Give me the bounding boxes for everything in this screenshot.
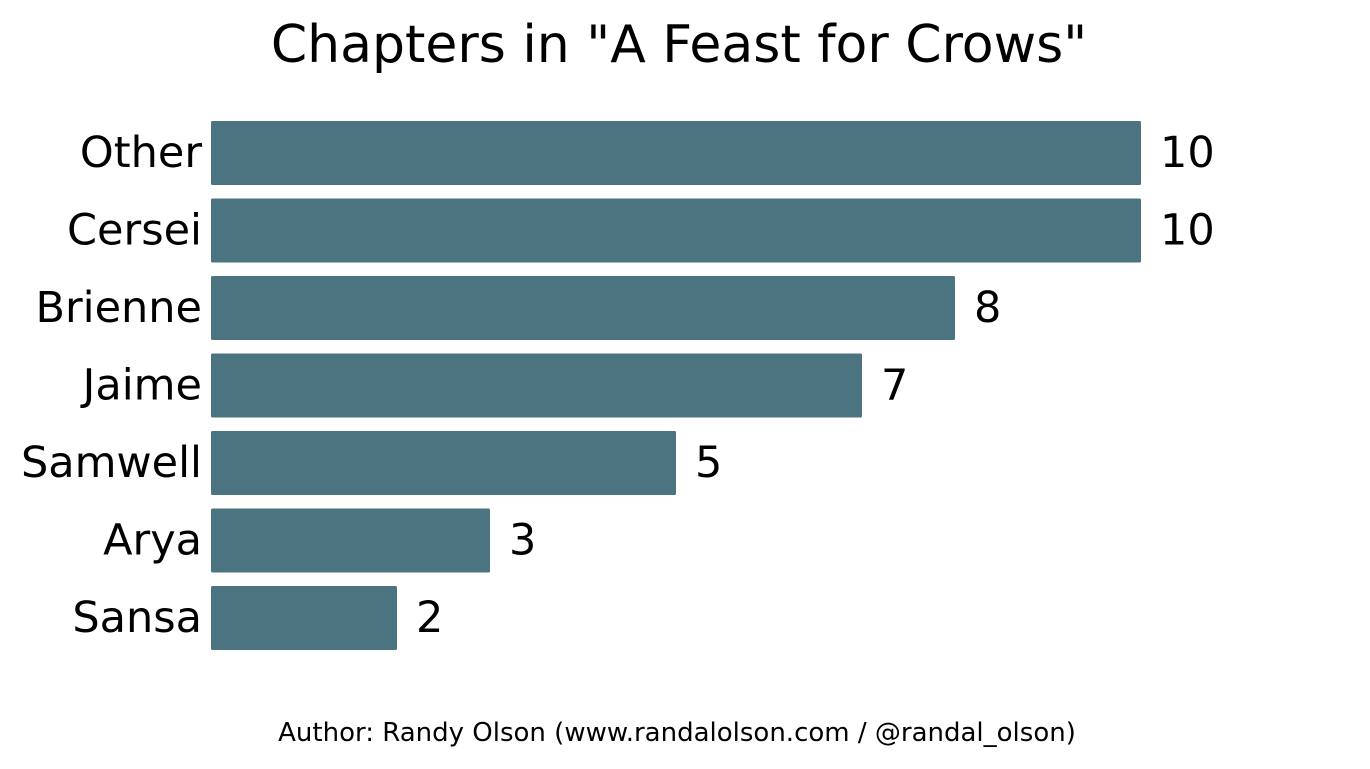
bars-group: [211, 121, 1141, 650]
category-label-brienne: Brienne: [35, 283, 202, 333]
value-label-sansa: 2: [416, 593, 443, 643]
value-label-samwell: 5: [695, 438, 722, 488]
bar-samwell: [211, 431, 676, 495]
category-label-other: Other: [80, 128, 202, 178]
bar-cersei: [211, 198, 1141, 263]
bar-arya: [211, 508, 490, 573]
value-label-jaime: 7: [881, 361, 908, 411]
category-label-arya: Arya: [103, 516, 202, 566]
author-credit: Author: Randy Olson (www.randalolson.com…: [278, 718, 1076, 748]
bar-jaime: [211, 353, 862, 418]
bar-sansa: [211, 586, 397, 650]
category-labels-group: Other Cersei Brienne Jaime Samwell Arya Sansa: [21, 128, 202, 643]
value-labels-group: 10 10 8 7 5 3 2: [416, 128, 1215, 643]
category-label-cersei: Cersei: [67, 206, 202, 256]
value-label-brienne: 8: [974, 283, 1001, 333]
value-label-arya: 3: [509, 516, 536, 566]
bar-other: [211, 121, 1141, 185]
value-label-cersei: 10: [1160, 206, 1215, 256]
category-label-samwell: Samwell: [21, 438, 202, 488]
chart-title: Chapters in "A Feast for Crows": [270, 15, 1088, 75]
category-label-sansa: Sansa: [72, 593, 202, 643]
bar-brienne: [211, 276, 955, 340]
value-label-other: 10: [1160, 128, 1215, 178]
category-label-jaime: Jaime: [80, 361, 202, 411]
